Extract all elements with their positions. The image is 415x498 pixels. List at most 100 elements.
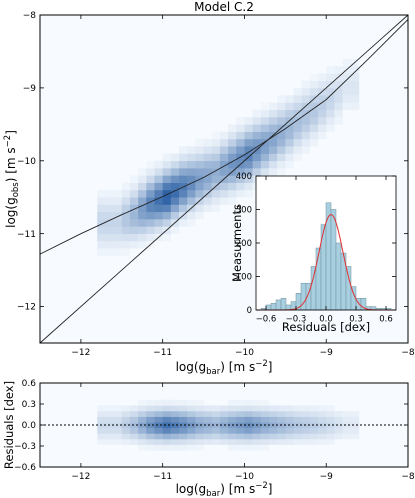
- density-cell: [195, 138, 204, 147]
- density-cell: [105, 211, 114, 220]
- density-cell: [146, 197, 155, 205]
- density-cell: [113, 226, 123, 234]
- density-cell: [301, 138, 311, 147]
- residual-density-cell: [138, 399, 147, 406]
- residuals-x-tick-label: −11: [153, 472, 172, 482]
- density-cell: [203, 153, 213, 162]
- density-cell: [97, 211, 106, 220]
- residual-density-cell: [146, 405, 155, 412]
- residual-density-cell: [318, 433, 327, 440]
- residuals-panel: −12 −11 −10 −9 −8 0.6 0.3 0.0 −0.3 −0.6 log(gbar)…: [2, 379, 415, 498]
- residual-density-cell: [105, 416, 114, 423]
- density-cell: [236, 182, 245, 191]
- density-cell: [268, 102, 278, 111]
- residual-density-cell: [138, 416, 147, 423]
- density-cell: [97, 226, 106, 234]
- density-cell: [203, 138, 213, 147]
- residual-density-cell: [236, 411, 245, 417]
- residual-density-cell: [228, 439, 237, 445]
- density-cell: [113, 204, 123, 213]
- density-cell: [162, 219, 172, 227]
- residual-density-cell: [260, 411, 270, 417]
- density-cell: [350, 95, 360, 103]
- histogram-bar: [280, 298, 287, 311]
- main-x-tick-label: −9: [320, 348, 334, 358]
- density-cell: [154, 226, 163, 234]
- density-cell: [277, 153, 286, 162]
- density-cell: [162, 182, 172, 191]
- residual-density-cell: [318, 411, 327, 417]
- density-cell: [260, 168, 270, 176]
- residuals-axes: −12 −11 −10 −9 −8 0.6 0.3 0.0 −0.3 −0.6: [14, 379, 415, 482]
- density-cell: [260, 153, 270, 162]
- density-cell: [105, 189, 114, 198]
- residual-density-cell: [268, 405, 278, 412]
- residual-density-cell: [244, 444, 253, 451]
- density-cell: [334, 102, 343, 111]
- residual-density-cell: [121, 422, 131, 429]
- density-cell: [121, 182, 131, 191]
- residual-density-cell: [211, 439, 221, 445]
- residual-density-cell: [219, 427, 229, 434]
- residual-density-cell: [121, 427, 131, 434]
- density-cell: [187, 175, 196, 183]
- density-cell: [268, 160, 278, 169]
- density-cell: [154, 197, 163, 205]
- density-cell: [260, 124, 270, 132]
- density-cell: [179, 153, 188, 162]
- density-cell: [154, 168, 163, 176]
- density-cell: [179, 160, 188, 169]
- density-cell: [105, 226, 114, 234]
- residual-density-cell: [113, 411, 123, 417]
- residual-density-cell: [170, 411, 180, 417]
- density-cell: [260, 117, 270, 125]
- residual-density-cell: [97, 433, 106, 440]
- residual-density-cell: [146, 439, 155, 445]
- histogram-bar: [275, 299, 282, 311]
- residual-density-cell: [342, 411, 352, 417]
- residual-density-cell: [170, 439, 180, 445]
- density-cell: [334, 80, 343, 89]
- residuals-y-label: Residuals [dex]: [2, 381, 16, 469]
- residual-density-cell: [293, 405, 302, 412]
- main-x-tick-label: −8: [401, 348, 415, 358]
- residual-density-cell: [146, 416, 155, 423]
- residual-density-cell: [285, 433, 294, 440]
- residual-density-cell: [211, 416, 221, 423]
- residual-density-cell: [301, 411, 311, 417]
- density-cell: [187, 153, 196, 162]
- density-cell: [121, 226, 131, 234]
- residual-density-cell: [236, 416, 245, 423]
- residual-density-cell: [162, 422, 172, 429]
- density-cell: [162, 175, 172, 183]
- residual-density-cell: [309, 439, 319, 445]
- residual-density-cell: [203, 433, 213, 440]
- density-cell: [309, 80, 319, 89]
- residual-density-cell: [252, 427, 262, 434]
- density-cell: [252, 138, 262, 147]
- density-cell: [228, 124, 237, 132]
- residual-density-cell: [203, 427, 213, 434]
- residuals-y-tick-label: −0.6: [14, 463, 36, 473]
- residual-density-cell: [97, 427, 106, 434]
- residual-density-cell: [260, 427, 270, 434]
- density-cell: [350, 73, 360, 81]
- histogram-x-tick-label: 0.0: [319, 315, 333, 325]
- residual-density-cell: [154, 422, 163, 429]
- residual-density-cell: [170, 399, 180, 406]
- residual-density-cell: [334, 416, 343, 423]
- residual-density-cell: [326, 433, 335, 440]
- main-y-tick-label: −10: [17, 157, 36, 167]
- density-cell: [146, 226, 155, 234]
- density-cell: [236, 146, 245, 154]
- density-cell: [309, 102, 319, 111]
- residual-density-cell: [129, 416, 139, 423]
- density-cell: [301, 80, 311, 89]
- density-cell: [195, 160, 204, 169]
- residuals-x-tick-label: −12: [71, 472, 90, 482]
- density-cell: [179, 204, 188, 213]
- residual-density-cell: [309, 411, 319, 417]
- residual-density-cell: [162, 416, 172, 423]
- residual-density-cell: [326, 427, 335, 434]
- residual-density-cell: [301, 427, 311, 434]
